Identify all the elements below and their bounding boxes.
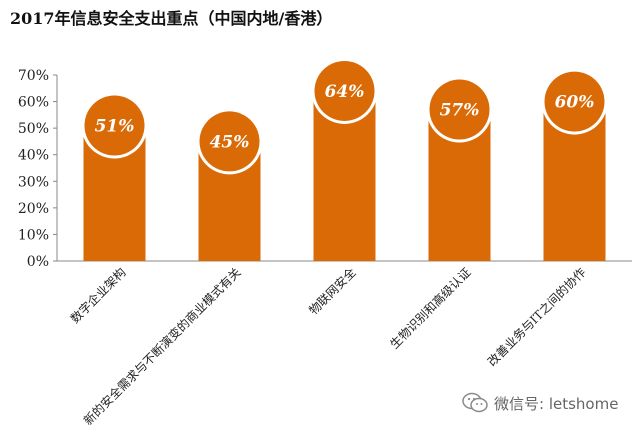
chart-title: 2017年信息安全支出重点（中国内地/香港） (10, 9, 333, 28)
data-label: 64% (325, 82, 365, 102)
watermark: 微信号: letshome (462, 392, 618, 414)
y-tick-label: 20% (18, 201, 49, 217)
y-tick-label: 50% (18, 121, 49, 137)
data-label: 57% (440, 101, 480, 121)
watermark-text: 微信号: letshome (494, 394, 619, 413)
y-tick-label: 30% (18, 174, 49, 190)
data-label: 45% (210, 132, 250, 152)
data-label: 60% (555, 93, 595, 113)
y-tick-label: 0% (27, 254, 49, 270)
y-tick-label: 10% (18, 227, 49, 243)
data-label-badge (544, 71, 605, 132)
data-label-badge (314, 60, 375, 121)
y-tick-label: 70% (18, 68, 49, 84)
y-tick-label: 40% (18, 148, 49, 164)
x-category-label: 物联网安全 (306, 265, 359, 318)
data-label-badge (199, 111, 260, 172)
y-tick-label: 60% (18, 95, 49, 111)
x-category-label: 改善业务与IT之间的协作 (484, 265, 588, 369)
x-category-label: 数字企业架构 (67, 265, 129, 327)
wechat-icon (462, 392, 488, 413)
x-category-label: 生物识别和高级认证 (387, 265, 474, 352)
data-label-badge (84, 95, 145, 156)
data-label-badge (429, 79, 490, 140)
data-label: 51% (95, 116, 135, 136)
